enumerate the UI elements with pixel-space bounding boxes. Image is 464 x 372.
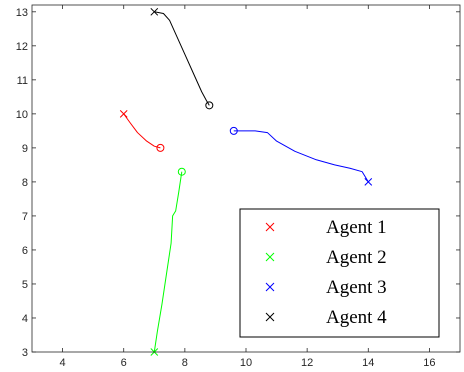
start-x-marker: [119, 110, 128, 118]
end-circle-marker: [205, 101, 214, 110]
series-line: [153, 171, 183, 353]
y-tick-label: 11: [17, 75, 28, 87]
x-axis-ticks: 4 6 8 10 12 14 16: [60, 5, 436, 369]
y-tick-label: 12: [16, 41, 28, 53]
series-line: [123, 113, 161, 149]
y-tick-label: 10: [16, 109, 28, 121]
series-agent-1: [119, 110, 165, 152]
y-tick-label: 9: [22, 143, 28, 155]
x-tick-label: 6: [121, 357, 127, 369]
end-circle-marker: [177, 167, 186, 176]
x-tick-label: 8: [182, 357, 188, 369]
plot-frame: [31, 4, 461, 353]
x-tick-label: 10: [240, 357, 252, 369]
x-tick-label: 14: [362, 357, 374, 369]
legend-label-agent-3: Agent 3: [326, 277, 387, 298]
legend-label-agent-4: Agent 4: [326, 307, 387, 328]
x-tick-label: 12: [301, 357, 313, 369]
end-circle-marker: [156, 143, 165, 152]
y-tick-label: 6: [22, 245, 28, 257]
y-tick-label: 5: [22, 279, 28, 291]
y-tick-label: 13: [16, 7, 28, 19]
x-tick-label: 16: [423, 357, 435, 369]
end-circle-marker: [229, 126, 238, 135]
series-agent-3: [229, 126, 373, 186]
series-line: [154, 11, 210, 106]
legend-label-agent-1: Agent 1: [326, 217, 387, 238]
x-tick-label: 4: [60, 357, 66, 369]
legend-label-agent-2: Agent 2: [326, 247, 387, 268]
series-line: [233, 130, 369, 183]
start-x-marker: [150, 7, 159, 16]
series-layer: [119, 7, 373, 356]
legend-marker-agent-4: [265, 312, 275, 322]
legend-marker-agent-1: [265, 222, 275, 232]
legend-marker-agent-2: [265, 252, 275, 262]
y-tick-label: 3: [22, 347, 28, 359]
legend-marker-agent-3: [265, 282, 275, 292]
legend: Agent 1 Agent 2 Agent 3 Agent 4: [239, 208, 440, 338]
start-x-marker: [364, 178, 373, 186]
y-tick-label: 8: [22, 177, 28, 189]
y-tick-label: 7: [22, 211, 28, 223]
y-axis-ticks: 3 4 5 6 7 8 9 10 11 12 13: [16, 7, 460, 359]
y-tick-label: 4: [22, 313, 28, 325]
series-agent-4: [150, 7, 214, 110]
